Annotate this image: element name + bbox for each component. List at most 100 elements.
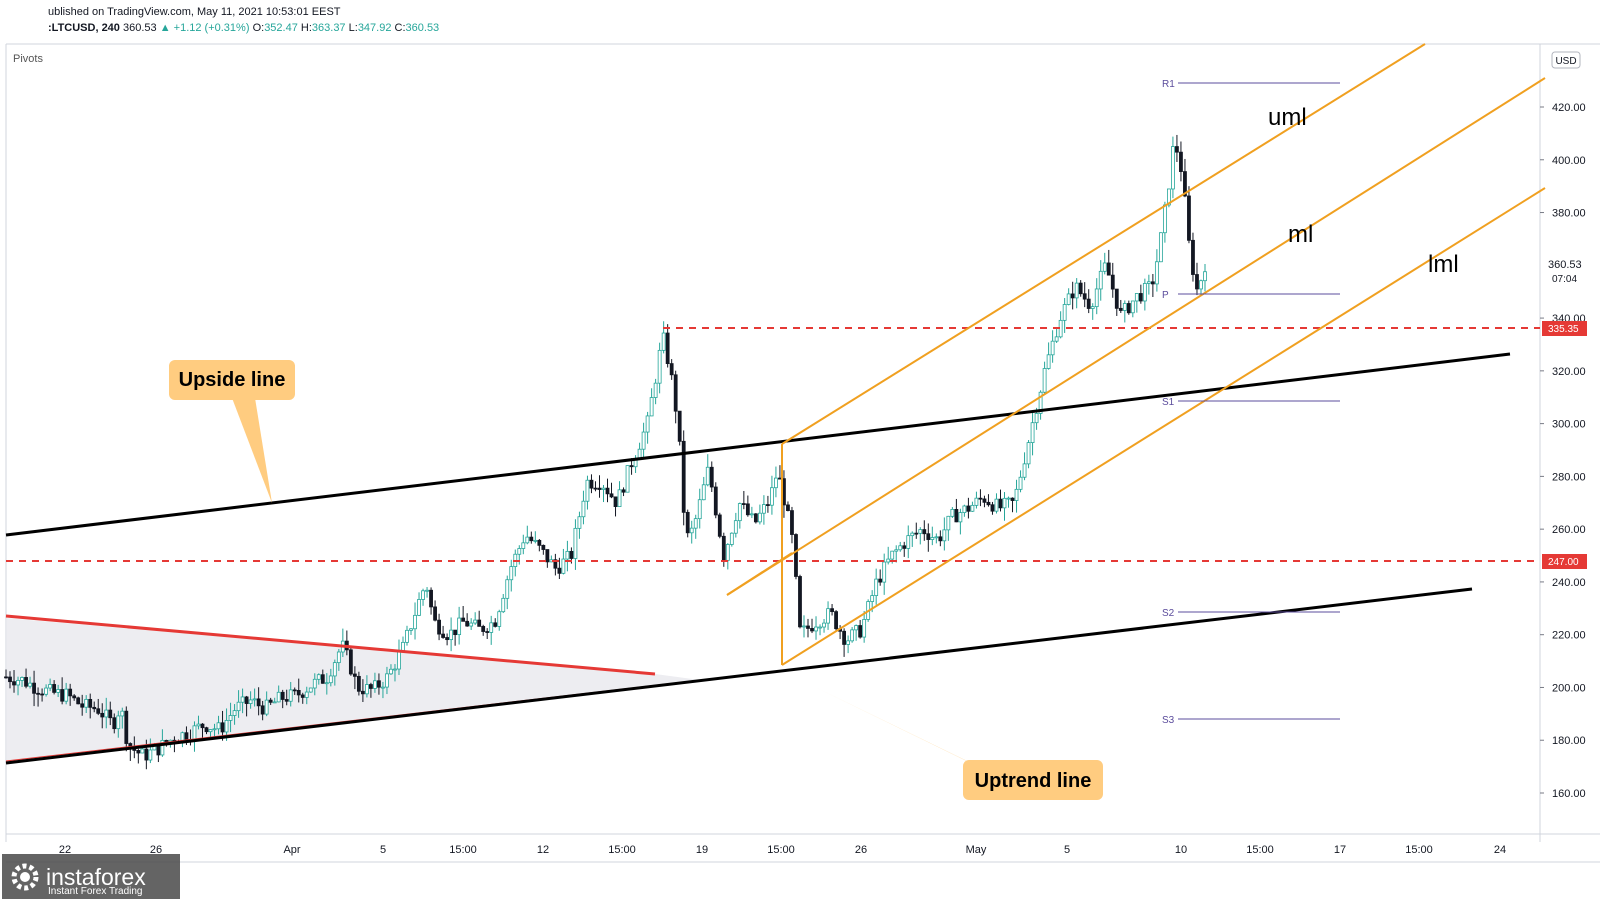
pitchfork-lower-median-line [781, 187, 1546, 666]
y-tick-label: 200.00 [1552, 682, 1586, 694]
candle-body [92, 706, 97, 710]
pivot-r1-label: R1 [1162, 79, 1175, 90]
candle-body [685, 511, 690, 534]
candle-body [581, 500, 586, 518]
candle-body [589, 479, 594, 489]
candle-body [854, 625, 859, 631]
candle-body [1026, 442, 1031, 465]
candle-body [477, 619, 482, 627]
candle-body [56, 689, 61, 693]
candle-body [561, 558, 566, 574]
candle-body [497, 611, 502, 627]
candle-body [244, 696, 249, 704]
x-tick-label: 24 [1494, 844, 1506, 856]
level-247-tag: 247.00 [1548, 557, 1579, 568]
candle-body [998, 498, 1003, 509]
candle-body [288, 689, 293, 702]
candle-body [493, 622, 498, 627]
pitchfork-base [726, 552, 793, 596]
candle-body [473, 619, 478, 624]
uptrend-line-callout: Uptrend line [815, 687, 1103, 800]
watermark: instaforex Instant Forex Trading [2, 854, 180, 899]
pitchfork [726, 43, 1546, 666]
candle-body [72, 695, 77, 699]
candle-body [657, 349, 662, 384]
candle-body [276, 691, 281, 703]
candle-body [356, 675, 361, 692]
candle-body [661, 332, 666, 351]
candle-body [236, 701, 241, 712]
candle-body [36, 692, 40, 695]
candle-body [140, 748, 145, 754]
y-tick-label: 260.00 [1552, 524, 1586, 536]
candle-body [585, 479, 590, 502]
candle-body [882, 561, 887, 583]
candle-body [196, 723, 201, 727]
candle-body [76, 697, 81, 705]
candle-body [336, 651, 341, 664]
candle-body [397, 651, 401, 670]
candle-body [942, 529, 947, 542]
candle-body [421, 590, 425, 600]
candle-body [369, 684, 373, 689]
candle-body [806, 625, 810, 629]
low-value: 347.92 [357, 22, 392, 34]
y-tick-label: 180.00 [1552, 735, 1586, 747]
candle-body [934, 536, 939, 539]
candle-body [822, 622, 826, 628]
candle-body [677, 410, 682, 442]
candle-body [413, 614, 417, 630]
countdown-tag: 07:04 [1552, 274, 1577, 285]
candle-body [1102, 262, 1107, 272]
candle-body [701, 484, 706, 501]
candle-body [417, 599, 421, 616]
candle-body [705, 466, 710, 486]
candle-body [665, 332, 670, 364]
close-label: C: [394, 22, 406, 34]
candle-body [890, 550, 895, 560]
candle-body [441, 633, 445, 638]
candle-body [926, 533, 931, 540]
candle-body [16, 679, 20, 686]
candle-body [529, 536, 534, 542]
candle-body [978, 497, 983, 500]
candle-body [348, 649, 353, 675]
legend-line: :LTCUSD, 240 360.53 ▲ +1.12 (+0.31%) O:3… [48, 22, 439, 34]
candle-body [224, 720, 229, 733]
candle-body [990, 504, 995, 512]
x-tick-label: 15:00 [449, 844, 477, 856]
candle-body [393, 668, 397, 671]
candle-body [1022, 463, 1027, 478]
time-axis[interactable]: 22 26 Apr 5 15:00 12 15:00 19 15:00 26 May 5 10 15:00… [59, 844, 1506, 856]
candle-body [433, 606, 437, 621]
candle-body [1162, 204, 1167, 234]
high-value: 363.37 [311, 22, 346, 34]
candle-body [64, 688, 69, 702]
x-tick-label: 10 [1175, 844, 1187, 856]
candle-body [537, 539, 542, 546]
currency-badge[interactable]: USD [1551, 51, 1581, 69]
candle-body [858, 625, 863, 638]
candle-body [557, 567, 562, 574]
candle-body [1130, 300, 1135, 314]
x-tick-label: 15:00 [1405, 844, 1433, 856]
candle-body [324, 682, 329, 685]
candle-body [481, 625, 486, 632]
candle-body [1203, 271, 1207, 282]
candle-body [766, 504, 770, 506]
candle-body [192, 725, 197, 740]
candle-body [1066, 293, 1071, 305]
published-line: ublished on TradingView.com, May 11, 202… [48, 6, 341, 18]
candle-body [1187, 195, 1191, 241]
symbol-label: :LTCUSD, 240 [48, 22, 120, 34]
candle-body [521, 542, 526, 549]
candle-body [425, 589, 429, 592]
candle-body [689, 527, 694, 534]
candle-body [649, 397, 654, 417]
candle-body [645, 415, 650, 433]
price-axis[interactable]: 160.00 180.00 200.00 220.00 240.00 260.00 280.… [1540, 102, 1586, 800]
candle-body [697, 499, 702, 520]
x-tick-label: 15:00 [1246, 844, 1274, 856]
candle-body [850, 629, 855, 642]
